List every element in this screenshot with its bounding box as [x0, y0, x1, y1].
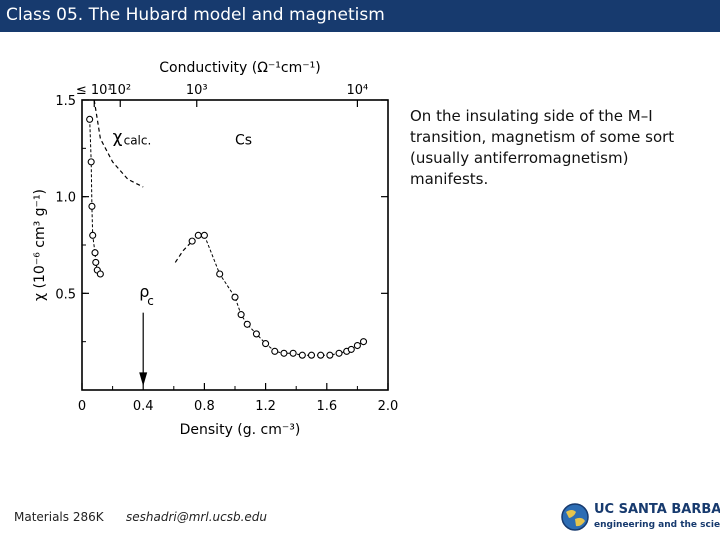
- data-point: [280, 349, 288, 357]
- data-point: [91, 249, 99, 257]
- chi-calc-subscript: calc.: [124, 134, 152, 148]
- calc-curve-0: [93, 99, 144, 188]
- data-point: [353, 341, 361, 350]
- data-point: [237, 311, 245, 319]
- footer-email[interactable]: seshadri@mrl.ucsb.edu: [126, 510, 267, 524]
- data-point: [188, 237, 196, 245]
- x-tick-label: 2.0: [378, 399, 399, 414]
- calc-curve-1: [174, 240, 193, 263]
- data-point: [88, 202, 96, 210]
- data-point: [271, 347, 279, 355]
- globe-seal-icon: [561, 503, 589, 531]
- series-line-0: [89, 119, 101, 275]
- data-point: [89, 231, 97, 239]
- x-tick-label: 0.4: [133, 399, 154, 414]
- data-point: [86, 115, 94, 123]
- data-point: [347, 345, 355, 353]
- top-axis-label: Conductivity (Ω⁻¹cm⁻¹): [159, 60, 320, 76]
- rho-c-label: ρ: [139, 282, 149, 301]
- title-bar: Class 05. The Hubard model and magnetism: [0, 0, 720, 32]
- y-tick-label: 1.0: [55, 191, 76, 206]
- data-point: [326, 351, 334, 359]
- data-point: [298, 351, 306, 359]
- chart-figure: 0 0.4 0.8 1.2 1.6 2.0 0.5 1.0 1.5 ≤ 10¹ 10² 10³ 10⁴ C…: [20, 48, 420, 448]
- x-tick-label: 1.2: [255, 399, 276, 414]
- data-point: [317, 351, 325, 359]
- data-point: [243, 320, 251, 328]
- data-point: [87, 158, 95, 166]
- x-axis-label: Density (g. cm⁻³): [180, 422, 301, 438]
- top-tick-label: 10²: [109, 83, 131, 98]
- data-point: [252, 330, 260, 338]
- footer-course: Materials 286K: [14, 510, 104, 524]
- x-tick-label: 0.8: [194, 399, 215, 414]
- data-point: [335, 349, 343, 357]
- series-line-1: [191, 234, 364, 356]
- logo-tagline: engineering and the sciences: [594, 520, 720, 530]
- top-tick-label: ≤ 10¹: [76, 83, 113, 98]
- chi-calc-label: χ: [113, 128, 123, 148]
- top-tick-label: 10³: [186, 83, 208, 98]
- data-point: [307, 351, 316, 359]
- logo-name: UC SANTA BARBARA: [594, 502, 720, 517]
- data-point: [200, 231, 208, 239]
- x-tick-label: 1.6: [316, 399, 337, 414]
- y-tick-label: 1.5: [55, 94, 76, 109]
- data-point: [359, 338, 368, 346]
- x-tick-label: 0: [78, 399, 86, 414]
- species-label: Cs: [235, 132, 252, 148]
- data-point: [194, 231, 202, 239]
- y-tick-label: 0.5: [55, 287, 76, 302]
- rho-c-arrow-head: [139, 372, 148, 387]
- data-point: [92, 258, 100, 266]
- top-tick-label: 10⁴: [347, 83, 369, 98]
- data-point: [289, 349, 297, 357]
- y-axis-label: χ (10⁻⁶ cm³ g⁻¹): [32, 189, 48, 301]
- data-point: [231, 293, 239, 301]
- body-paragraph: On the insulating side of the M–I transi…: [410, 107, 675, 188]
- rho-c-subscript: c: [147, 294, 154, 308]
- data-point: [96, 270, 104, 278]
- data-point: [216, 270, 224, 278]
- slide-title: Class 05. The Hubard model and magnetism: [6, 5, 385, 25]
- ucsb-logo: UC SANTA BARBARA engineering and the sci…: [560, 500, 720, 536]
- data-point: [262, 340, 270, 348]
